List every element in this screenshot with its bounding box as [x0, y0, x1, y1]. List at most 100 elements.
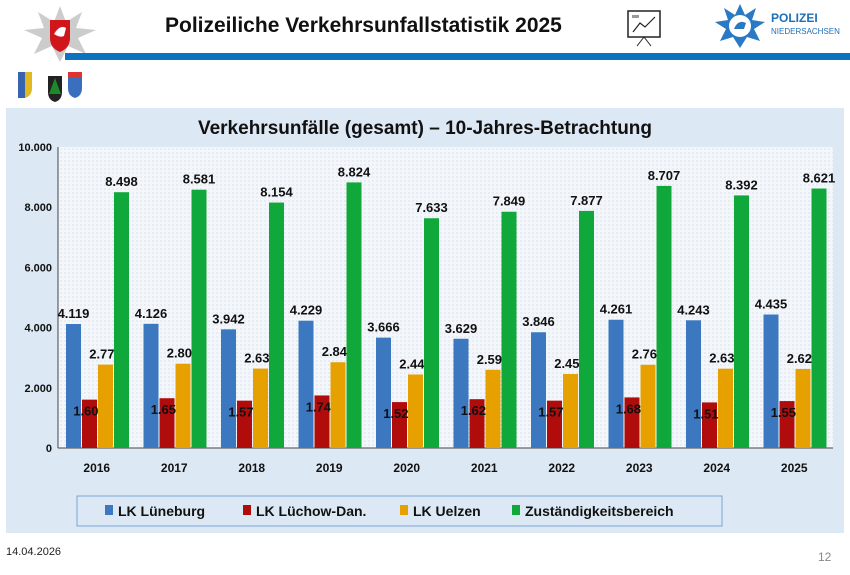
- bar-lk-l-chow-dan--2023: [624, 397, 640, 448]
- bar-zust-ndigkeitsbereich-2019: [346, 182, 362, 449]
- police-star-logo: [24, 6, 96, 62]
- x-tick-label: 2021: [471, 461, 498, 475]
- bar-lk-uelzen-2024: [718, 368, 733, 448]
- bar-lk-uelzen-2016: [98, 364, 113, 448]
- bar-lk-l-neburg-2017: [143, 323, 159, 448]
- bar-zust-ndigkeitsbereich-2021: [501, 211, 517, 448]
- bar-lk-l-neburg-2021: [453, 338, 469, 448]
- data-label: 2.772: [89, 347, 122, 362]
- data-label: 4.119: [58, 306, 90, 321]
- data-label: 8.581: [183, 172, 216, 187]
- bar-zust-ndigkeitsbereich-2020: [424, 218, 439, 448]
- data-label: 1.573: [228, 405, 261, 420]
- data-label: 2.766: [632, 347, 665, 362]
- polizei-brand: POLIZEI NIEDERSACHSEN: [771, 11, 840, 37]
- data-label: 4.229: [290, 303, 323, 318]
- x-tick-label: 2019: [316, 461, 343, 475]
- bar-lk-uelzen-2023: [640, 364, 656, 448]
- legend-label: Zuständigkeitsbereich: [525, 503, 674, 519]
- data-label: 7.849: [493, 194, 526, 209]
- legend: [76, 495, 723, 527]
- data-label: 2.849: [322, 344, 355, 359]
- bar-lk-uelzen-2020: [408, 374, 423, 448]
- data-label: 8.621: [803, 171, 836, 186]
- x-tick-label: 2023: [626, 461, 653, 475]
- bar-zust-ndigkeitsbereich-2016: [114, 192, 129, 448]
- data-label: 8.154: [260, 185, 293, 200]
- data-label: 2.627: [787, 351, 820, 366]
- legend-swatch: [512, 505, 520, 515]
- data-label: 3.666: [367, 320, 400, 335]
- x-tick-label: 2020: [393, 461, 420, 475]
- bar-zust-ndigkeitsbereich-2025: [811, 188, 827, 448]
- legend-label: LK Lüneburg: [118, 503, 205, 519]
- legend-label: LK Uelzen: [413, 503, 481, 519]
- legend-swatch: [243, 505, 251, 515]
- data-label: 2.458: [554, 356, 587, 371]
- bar-lk-l-chow-dan--2019: [314, 395, 330, 448]
- x-tick-label: 2025: [781, 461, 808, 475]
- data-label: 2.639: [244, 351, 277, 366]
- data-label: 1.573: [538, 405, 571, 420]
- bar-lk-l-neburg-2016: [66, 324, 81, 448]
- data-label: 3.942: [212, 311, 245, 326]
- bar-lk-uelzen-2019: [330, 362, 346, 448]
- bar-lk-l-chow-dan--2016: [82, 399, 97, 448]
- bar-zust-ndigkeitsbereich-2022: [579, 210, 594, 448]
- district-coats-of-arms: [18, 72, 82, 102]
- page-title: Polizeiliche Verkehrsunfallstatistik 202…: [165, 14, 562, 37]
- bar-lk-l-neburg-2018: [221, 329, 236, 448]
- header-rule: [65, 53, 850, 60]
- x-tick-label: 2016: [83, 461, 110, 475]
- bar-lk-uelzen-2025: [795, 368, 811, 448]
- data-label: 1.622: [461, 403, 494, 418]
- bar-lk-l-chow-dan--2017: [159, 398, 175, 448]
- data-label: 8.824: [338, 164, 371, 179]
- y-tick-label: 0: [46, 443, 52, 455]
- y-tick-label: 10.000: [18, 142, 52, 154]
- x-tick-label: 2024: [703, 461, 730, 475]
- polizei-niedersachsen-star-icon: [715, 4, 765, 48]
- bar-lk-l-chow-dan--2020: [392, 402, 407, 448]
- legend-swatch: [400, 505, 408, 515]
- data-label: 1.680: [616, 401, 649, 416]
- bar-lk-l-neburg-2023: [608, 319, 624, 448]
- y-tick-label: 2.000: [24, 383, 52, 395]
- x-tick-label: 2017: [161, 461, 188, 475]
- data-label: 2.598: [477, 352, 510, 367]
- y-tick-label: 6.000: [24, 262, 52, 274]
- bar-lk-l-chow-dan--2018: [237, 400, 252, 448]
- footer-date: 14.04.2026: [6, 546, 62, 558]
- bar-lk-l-neburg-2022: [531, 332, 546, 448]
- chart-title: Verkehrsunfälle (gesamt) – 10-Jahres-Bet…: [198, 118, 652, 139]
- data-label: 1.525: [383, 406, 416, 421]
- presentation-chart-icon: [627, 10, 661, 47]
- bar-zust-ndigkeitsbereich-2018: [269, 202, 284, 448]
- data-label: 2.635: [709, 351, 742, 366]
- bar-lk-uelzen-2021: [485, 369, 501, 448]
- bar-lk-uelzen-2022: [563, 374, 578, 448]
- data-label: 7.633: [415, 200, 448, 215]
- bar-lk-l-neburg-2025: [763, 314, 779, 448]
- y-tick-label: 8.000: [24, 202, 52, 214]
- y-tick-label: 4.000: [24, 323, 52, 335]
- bar-lk-l-chow-dan--2025: [779, 401, 795, 448]
- bar-lk-uelzen-2017: [175, 363, 191, 448]
- x-tick-label: 2022: [548, 461, 575, 475]
- data-label: 1.607: [73, 404, 106, 419]
- bar-zust-ndigkeitsbereich-2024: [734, 195, 749, 448]
- data-label: 2.442: [399, 356, 432, 371]
- data-label: 1.746: [306, 399, 339, 414]
- data-label: 4.126: [135, 306, 168, 321]
- bar-lk-l-chow-dan--2021: [469, 399, 485, 448]
- bar-lk-l-neburg-2019: [298, 320, 314, 448]
- data-label: 2.801: [167, 346, 200, 361]
- x-tick-label: 2018: [238, 461, 265, 475]
- bar-lk-l-neburg-2024: [686, 320, 701, 448]
- bar-zust-ndigkeitsbereich-2017: [191, 189, 207, 448]
- legend-swatch: [105, 505, 113, 515]
- data-label: 3.629: [445, 321, 478, 336]
- data-label: 4.261: [600, 302, 633, 317]
- bar-lk-l-neburg-2020: [376, 337, 391, 448]
- legend-label: LK Lüchow-Dan.: [256, 503, 366, 519]
